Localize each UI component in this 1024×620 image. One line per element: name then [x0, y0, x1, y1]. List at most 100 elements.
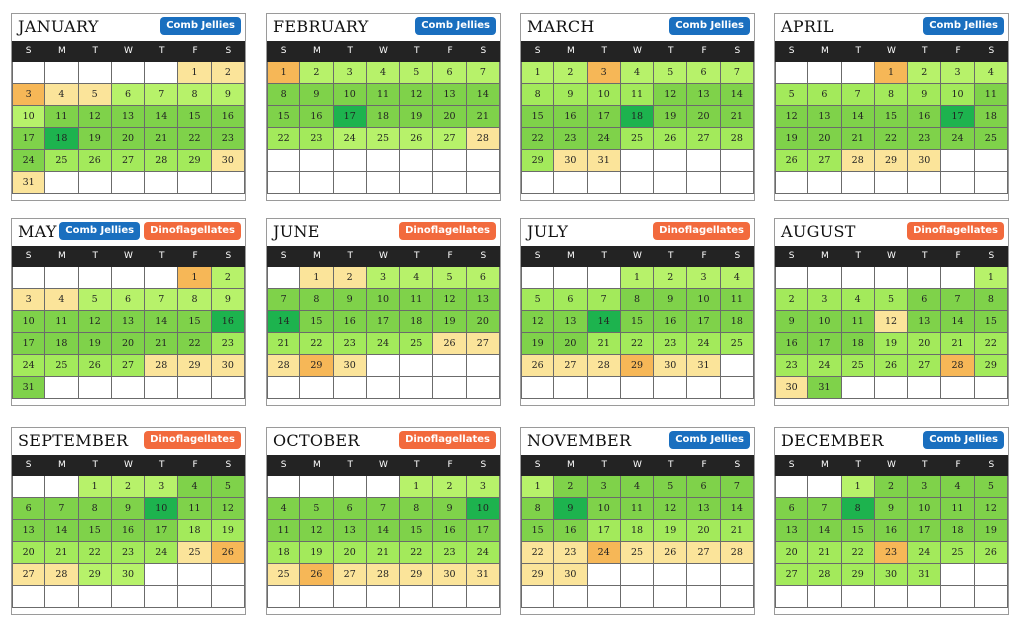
- day-cell: 3: [908, 476, 942, 498]
- day-cell: 2: [554, 476, 588, 498]
- weekday-label: M: [567, 460, 575, 470]
- empty-cell: [974, 564, 1008, 586]
- empty-cell: [687, 150, 721, 172]
- month-march: MARCH Comb Jellies S M T W T F S 1 2 3 4 5 6 7 8 9 10 11 12 1…: [520, 13, 755, 201]
- day-cell: 6: [687, 476, 721, 498]
- day-cell: 21: [808, 542, 842, 564]
- weekday-label: T: [855, 46, 861, 56]
- day-cell: 26: [775, 150, 809, 172]
- empty-cell: [775, 586, 809, 608]
- day-cell: 28: [45, 564, 79, 586]
- weekday-label: W: [633, 251, 642, 261]
- day-cell: 28: [466, 128, 500, 150]
- month-grid: S M T W T F S 1 2 3 4 5 6 7 8 9 10 11 12 13 14 15 16 17 18 19 20 21…: [521, 41, 754, 194]
- badge-group: Comb Jellies: [415, 17, 496, 35]
- day-cell: 21: [841, 128, 875, 150]
- day-cell: 12: [300, 520, 334, 542]
- day-cell: 23: [333, 333, 367, 355]
- day-cell: 4: [366, 62, 401, 84]
- day-cell: 18: [45, 128, 79, 150]
- day-cell: 11: [941, 498, 975, 520]
- weekday-label: T: [855, 251, 861, 261]
- day-cell: 1: [521, 476, 555, 498]
- day-cell: 20: [111, 128, 146, 150]
- empty-cell: [620, 377, 655, 399]
- month-june: JUNE Dinoflagellates S M T W T F S 1 2 3 4 5 6 7 8 9 10 11 1…: [266, 218, 501, 406]
- day-cell: 6: [333, 498, 367, 520]
- day-cell: 18: [45, 333, 79, 355]
- day-cell: 15: [521, 106, 555, 128]
- day-cell: 26: [521, 355, 555, 377]
- day-cell: 24: [333, 128, 367, 150]
- empty-cell: [433, 355, 467, 377]
- weekday-label: F: [955, 251, 961, 261]
- day-cell: 4: [941, 476, 975, 498]
- empty-cell: [333, 172, 367, 194]
- empty-cell: [874, 586, 909, 608]
- weekday-label: T: [668, 460, 674, 470]
- day-cell: 16: [654, 311, 688, 333]
- empty-cell: [587, 586, 621, 608]
- day-cell: 13: [908, 311, 942, 333]
- day-cell: 10: [587, 84, 621, 106]
- empty-cell: [300, 172, 334, 194]
- empty-cell: [45, 586, 79, 608]
- day-cell: 13: [808, 106, 842, 128]
- month-header: FEBRUARY Comb Jellies: [267, 14, 500, 41]
- day-cell: 8: [178, 84, 212, 106]
- month-grid: S M T W T F S 1 2 3 4 5 6 7 8 9 10 11 12 13 14 15 16 17 18 19 20 21…: [775, 41, 1008, 194]
- empty-cell: [366, 355, 401, 377]
- day-cell: 15: [974, 311, 1008, 333]
- day-cell: 5: [775, 84, 809, 106]
- empty-cell: [941, 172, 975, 194]
- weekday-label: S: [225, 460, 232, 470]
- day-cell: 9: [775, 311, 809, 333]
- day-cell: 10: [466, 498, 500, 520]
- day-cell: 14: [941, 311, 975, 333]
- day-cell: 13: [554, 311, 588, 333]
- weekday-label: M: [821, 251, 829, 261]
- day-cell: 15: [841, 520, 875, 542]
- day-cell: 31: [12, 172, 46, 194]
- weekday-label: S: [280, 46, 287, 56]
- empty-cell: [400, 355, 434, 377]
- day-cell: 25: [400, 333, 434, 355]
- day-cell: 11: [178, 498, 212, 520]
- empty-cell: [687, 586, 721, 608]
- empty-cell: [45, 377, 79, 399]
- weekday-label: T: [601, 251, 607, 261]
- day-cell: 19: [654, 520, 688, 542]
- weekday-label: T: [347, 460, 353, 470]
- empty-cell: [908, 377, 942, 399]
- day-cell: 25: [620, 128, 655, 150]
- day-cell: 19: [300, 542, 334, 564]
- day-cell: 3: [587, 476, 621, 498]
- day-cell: 8: [874, 84, 909, 106]
- empty-cell: [45, 476, 79, 498]
- month-grid: S M T W T F S 1 2 3 4 5 6 7 8 9 10 11 12 13 14 15 16 17 18 19 20 21…: [521, 455, 754, 608]
- day-cell: 7: [841, 84, 875, 106]
- day-cell: 3: [941, 62, 975, 84]
- day-cell: 7: [941, 289, 975, 311]
- weekday-label: S: [225, 251, 232, 261]
- day-cell: 14: [145, 106, 179, 128]
- day-cell: 4: [620, 62, 655, 84]
- day-cell: 21: [145, 128, 179, 150]
- day-cell: 17: [333, 106, 367, 128]
- day-cell: 6: [433, 62, 467, 84]
- day-cell: 17: [12, 128, 46, 150]
- day-cell: 19: [974, 520, 1008, 542]
- day-cell: 10: [808, 311, 842, 333]
- empty-cell: [78, 377, 112, 399]
- day-cell: 1: [78, 476, 112, 498]
- day-cell: 20: [433, 106, 467, 128]
- weekday-label: M: [313, 460, 321, 470]
- empty-cell: [587, 267, 621, 289]
- month-grid: S M T W T F S 1 2 3 4 5 6 7 8 9 10 11 12 13 14 15 16 17 18 19 20 21…: [521, 246, 754, 399]
- weekday-label: M: [313, 251, 321, 261]
- day-cell: 5: [433, 267, 467, 289]
- empty-cell: [78, 586, 112, 608]
- empty-cell: [654, 564, 688, 586]
- empty-cell: [775, 267, 809, 289]
